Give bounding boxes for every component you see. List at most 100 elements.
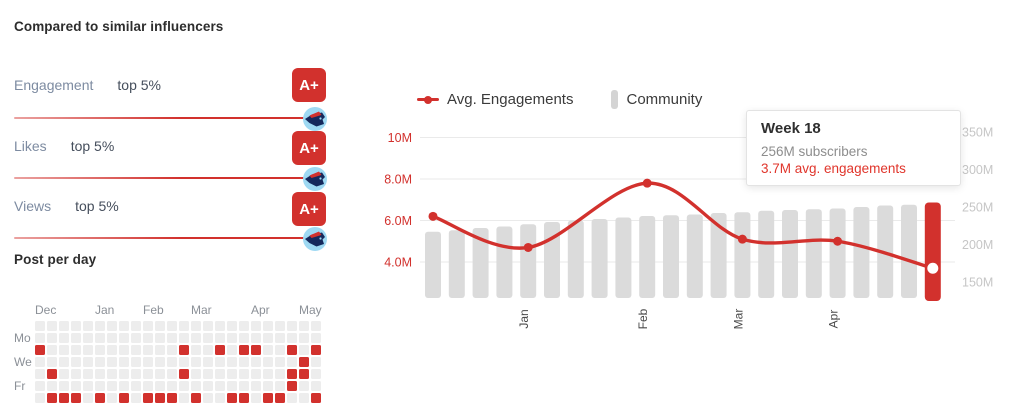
engagement-point[interactable] <box>428 211 438 221</box>
community-bar[interactable] <box>472 228 489 298</box>
heatmap-cell <box>299 345 309 355</box>
influencer-avatar-icon <box>302 106 328 132</box>
heatmap-cell <box>275 381 285 391</box>
engagement-point[interactable] <box>523 242 533 252</box>
views-slider-track <box>14 237 318 239</box>
heatmap-cell <box>47 333 57 343</box>
legend-item-community[interactable]: Community <box>611 90 702 109</box>
heatmap-cell <box>203 381 213 391</box>
likes-slider-track <box>14 177 318 179</box>
metric-percentile: top 5% <box>75 198 119 214</box>
engagement-point[interactable] <box>642 178 652 188</box>
heatmap-cell <box>131 381 141 391</box>
heatmap-cell <box>239 369 249 379</box>
heatmap-cell <box>299 381 309 391</box>
heatmap-cell <box>299 333 309 343</box>
heatmap-cell <box>227 393 237 403</box>
week-tooltip: Week 18 256M subscribers 3.7M avg. engag… <box>746 110 961 186</box>
heatmap-cell <box>83 381 93 391</box>
heatmap-cell <box>143 369 153 379</box>
community-bar[interactable] <box>853 207 870 298</box>
heatmap-cell <box>227 357 237 367</box>
heatmap-cell <box>155 333 165 343</box>
community-bar[interactable] <box>663 215 679 298</box>
engagement-slider-track <box>14 117 318 119</box>
heatmap-cell <box>47 369 57 379</box>
community-bar[interactable] <box>686 214 703 299</box>
heatmap-cell <box>143 381 153 391</box>
heatmap-cell <box>263 345 273 355</box>
heatmap-cell <box>143 357 153 367</box>
community-bar[interactable] <box>829 208 846 299</box>
heatmap-cell <box>35 381 45 391</box>
heatmap-cell <box>263 333 273 343</box>
community-bar[interactable] <box>734 212 751 298</box>
community-bar[interactable] <box>710 213 727 298</box>
heatmap-cell <box>167 321 177 331</box>
heatmap-cell <box>59 381 69 391</box>
heatmap-cell <box>275 369 285 379</box>
heatmap-cell <box>287 393 297 403</box>
community-bar[interactable] <box>591 219 608 298</box>
community-bar-highlighted[interactable] <box>924 202 941 302</box>
community-bar[interactable] <box>805 209 822 298</box>
heatmap-cell <box>191 357 201 367</box>
heatmap-month-label: Feb <box>143 303 164 317</box>
engagement-point[interactable] <box>737 234 747 244</box>
community-bar[interactable] <box>639 216 656 298</box>
heatmap-cell <box>131 369 141 379</box>
heatmap-cell <box>239 393 249 403</box>
heatmap-cell <box>131 333 141 343</box>
heatmap-cell <box>95 321 105 331</box>
heatmap-cell <box>95 381 105 391</box>
right-axis-tick: 350M <box>962 126 993 140</box>
heatmap-month-labels: Dec Jan Feb Mar Apr May <box>35 303 335 317</box>
post-per-day-title: Post per day <box>14 252 97 267</box>
heatmap-cell <box>83 345 93 355</box>
heatmap-cell <box>203 393 213 403</box>
heatmap-cell <box>251 357 261 367</box>
heatmap-cell <box>155 381 165 391</box>
heatmap-cell <box>299 393 309 403</box>
grade-badge-likes: A+ <box>292 131 326 165</box>
heatmap-cell <box>191 369 201 379</box>
heatmap-cell <box>155 345 165 355</box>
heatmap-cell <box>131 345 141 355</box>
heatmap-cell <box>203 357 213 367</box>
heatmap-cell <box>59 393 69 403</box>
heatmap-cell <box>95 369 105 379</box>
heatmap-cell <box>167 381 177 391</box>
heatmap-cell <box>71 333 81 343</box>
heatmap-cell <box>227 381 237 391</box>
heatmap-cell <box>227 321 237 331</box>
heatmap-cell <box>179 333 189 343</box>
heatmap-cell <box>71 345 81 355</box>
community-bar[interactable] <box>448 230 465 298</box>
community-bar[interactable] <box>520 224 537 298</box>
heatmap-cell <box>107 381 117 391</box>
heatmap-cell <box>71 321 81 331</box>
engagement-point-active[interactable] <box>927 262 939 274</box>
engagement-point[interactable] <box>833 236 843 246</box>
heatmap-cell <box>167 393 177 403</box>
community-bar[interactable] <box>901 204 917 298</box>
left-axis-tick: 10M <box>388 131 412 145</box>
heatmap-cell <box>215 345 225 355</box>
community-bar[interactable] <box>615 217 632 299</box>
community-bar[interactable] <box>567 220 584 299</box>
heatmap-cell <box>191 345 201 355</box>
legend-item-avg-engagements[interactable]: Avg. Engagements <box>417 91 573 108</box>
community-bar[interactable] <box>496 226 513 299</box>
heatmap-cell <box>155 393 165 403</box>
heatmap-cell <box>131 393 141 403</box>
heatmap-cell <box>35 393 45 403</box>
bar-series-marker-icon <box>611 90 619 109</box>
community-bar[interactable] <box>782 210 798 298</box>
community-bar[interactable] <box>758 210 775 298</box>
heatmap-cell <box>167 369 177 379</box>
heatmap-cell <box>299 357 309 367</box>
community-bar[interactable] <box>425 231 441 298</box>
x-axis-month-label: Jan <box>517 309 531 328</box>
heatmap-cell <box>239 333 249 343</box>
